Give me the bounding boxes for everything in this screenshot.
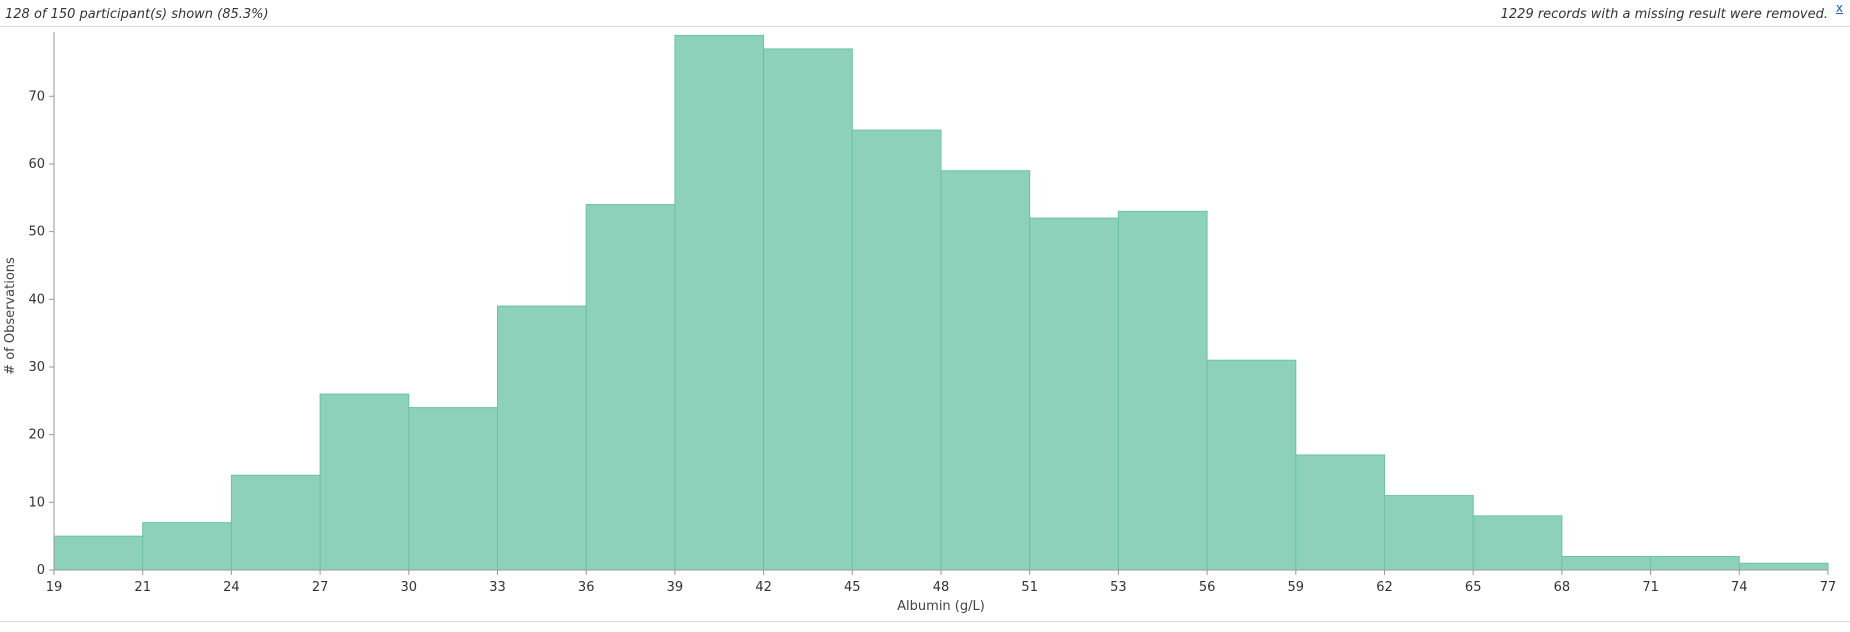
x-tick-label: 62	[1376, 580, 1393, 595]
histogram-bar[interactable]	[674, 34, 765, 571]
histogram-bar[interactable]	[763, 48, 853, 571]
histogram-bar[interactable]	[1561, 555, 1652, 571]
histogram-bar[interactable]	[1650, 555, 1740, 571]
y-axis-ticks: 0 10 20 30 40 50 60 70	[28, 89, 54, 578]
x-tick-label: 39	[667, 580, 684, 595]
x-tick-label: 51	[1021, 580, 1038, 595]
x-tick-label: 59	[1288, 580, 1305, 595]
x-tick-label: 74	[1731, 580, 1748, 595]
histogram-bar[interactable]	[319, 393, 410, 571]
histogram-bars	[53, 34, 1829, 571]
y-tick-label: 60	[28, 157, 45, 172]
histogram-bar[interactable]	[1206, 359, 1297, 571]
x-tick-label: 65	[1465, 580, 1482, 595]
y-tick-label: 40	[28, 292, 45, 307]
x-tick-label: 77	[1820, 580, 1837, 595]
histogram-bar[interactable]	[1472, 515, 1563, 571]
x-tick-label: 36	[578, 580, 595, 595]
x-tick-label: 33	[489, 580, 506, 595]
histogram-bar[interactable]	[851, 129, 942, 571]
footer-divider	[0, 621, 1850, 622]
y-tick-label: 0	[37, 563, 45, 578]
x-axis-title: Albumin (g/L)	[897, 599, 985, 614]
x-tick-label: 68	[1554, 580, 1571, 595]
participants-summary: 128 of 150 participant(s) shown (85.3%)	[5, 7, 269, 22]
histogram-bar[interactable]	[1738, 562, 1829, 571]
x-tick-label: 21	[134, 580, 151, 595]
histogram-bar[interactable]	[1384, 495, 1474, 571]
x-tick-label: 45	[844, 580, 861, 595]
histogram-bar[interactable]	[585, 204, 676, 571]
histogram-bar[interactable]	[230, 474, 321, 571]
chart-header: 128 of 150 participant(s) shown (85.3%) …	[0, 0, 1850, 27]
histogram-bar[interactable]	[497, 305, 587, 571]
y-tick-label: 10	[28, 495, 45, 510]
x-tick-label: 56	[1199, 580, 1216, 595]
x-tick-label: 27	[312, 580, 329, 595]
y-tick-label: 20	[28, 428, 45, 443]
missing-records-notice: 1229 records with a missing result were …	[1500, 7, 1828, 22]
histogram-bar[interactable]	[53, 535, 144, 571]
histogram-bar[interactable]	[1029, 217, 1119, 571]
x-tick-label: 19	[46, 580, 63, 595]
x-tick-label: 53	[1110, 580, 1127, 595]
y-tick-label: 70	[28, 89, 45, 104]
y-axis-title: # of Observations	[3, 257, 18, 375]
histogram-bar[interactable]	[1117, 210, 1208, 571]
dismiss-notice-button[interactable]: x	[1835, 1, 1843, 15]
histogram-bar[interactable]	[408, 407, 498, 571]
histogram-bar[interactable]	[142, 522, 232, 571]
x-tick-label: 42	[755, 580, 772, 595]
x-axis-ticks: 19 21 24 27 30 33 36 39 42 45 48 51 53 56 59 62 65 68 71 74…	[46, 570, 1837, 595]
y-tick-label: 50	[28, 225, 45, 240]
x-tick-label: 30	[401, 580, 418, 595]
histogram-bar[interactable]	[1295, 454, 1386, 571]
x-tick-label: 71	[1642, 580, 1659, 595]
x-tick-label: 48	[933, 580, 950, 595]
y-tick-label: 30	[28, 360, 45, 375]
x-tick-label: 24	[223, 580, 240, 595]
histogram-bar[interactable]	[940, 170, 1031, 571]
